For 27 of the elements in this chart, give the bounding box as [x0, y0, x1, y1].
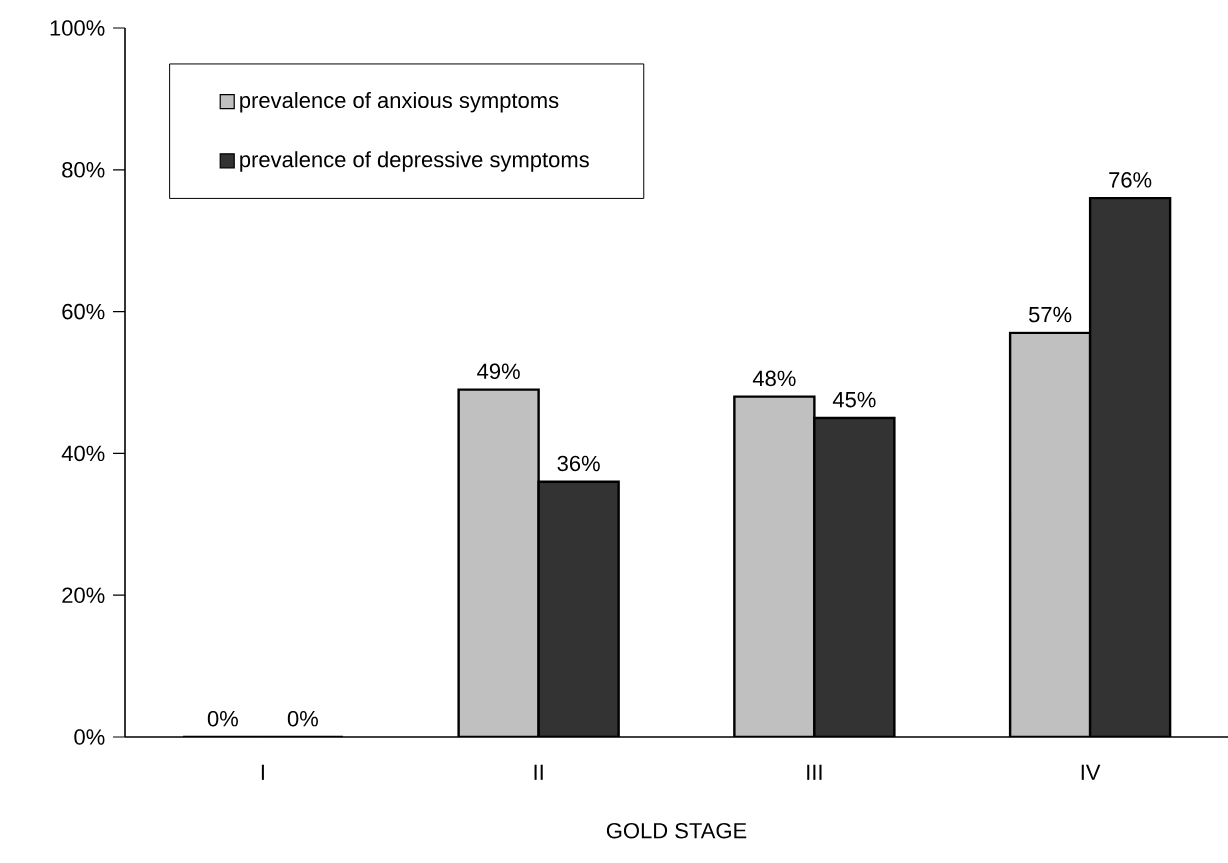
data-label: 49%: [477, 363, 520, 380]
bar: [537, 480, 620, 737]
bar: [813, 416, 896, 737]
bar: [457, 388, 540, 737]
data-label: 76%: [1109, 172, 1152, 188]
legend-label: prevalence of depressive symptoms: [240, 151, 589, 172]
x-tick-label: IV: [1081, 764, 1101, 780]
bar: [1088, 196, 1172, 737]
bar: [733, 395, 816, 737]
y-tick-label: 40%: [61, 445, 105, 462]
x-tick-label: II: [534, 764, 543, 780]
y-tick-label: 80%: [62, 162, 105, 178]
x-tick-label: III: [807, 764, 822, 780]
y-tick-label: 100%: [50, 20, 105, 36]
legend-label: prevalence of anxious symptoms: [240, 91, 559, 113]
y-tick-label: 20%: [62, 587, 105, 603]
data-label: 48%: [752, 370, 796, 387]
x-axis-title: GOLD STAGE: [606, 822, 747, 839]
data-label: 45%: [832, 391, 876, 408]
data-label: 0%: [207, 710, 238, 727]
y-tick-label: 60%: [62, 303, 105, 320]
bar: [1008, 331, 1092, 737]
data-label: 36%: [557, 455, 600, 472]
data-label: 0%: [287, 710, 318, 727]
x-tick-label: I: [261, 764, 264, 780]
data-label: 57%: [1028, 306, 1072, 323]
y-tick-label: 0%: [74, 729, 105, 745]
